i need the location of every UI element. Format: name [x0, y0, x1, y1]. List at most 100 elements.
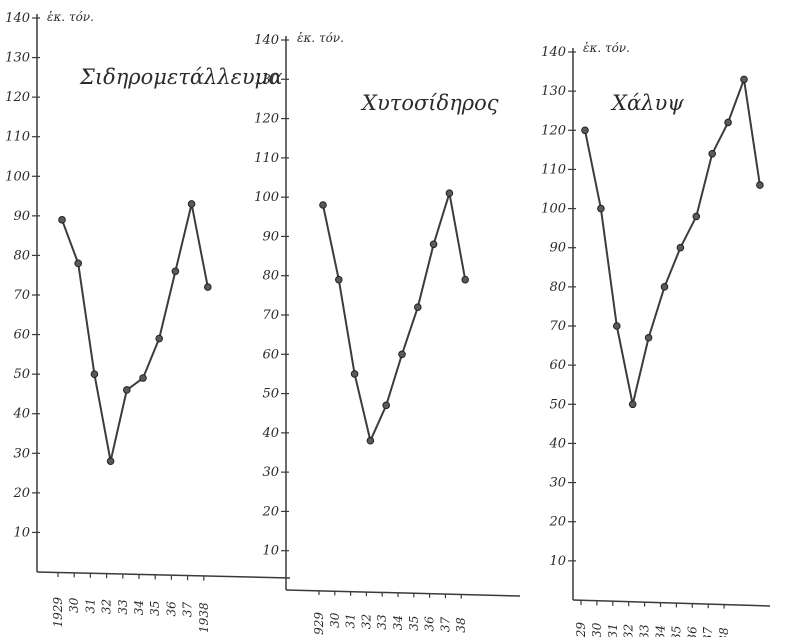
x-tick-label: 35: [407, 616, 421, 631]
data-point: [597, 204, 605, 213]
x-tick-label: 37: [438, 616, 452, 632]
y-tick-label: 110: [254, 151, 279, 166]
y-tick-label: 80: [13, 248, 30, 263]
series-line: [584, 78, 761, 406]
data-point: [123, 386, 131, 394]
y-tick-label: 100: [541, 202, 566, 217]
y-tick-label: 10: [262, 544, 279, 559]
data-point: [319, 201, 327, 209]
y-tick-label: 30: [262, 465, 279, 480]
y-tick-label: 110: [541, 162, 566, 177]
y-tick-label: 120: [541, 123, 566, 138]
x-tick-label: 32: [100, 599, 114, 614]
x-tick-label: 33: [116, 599, 130, 615]
y-tick-label: 100: [254, 190, 279, 205]
y-tick-label: 60: [549, 358, 566, 373]
data-point: [581, 126, 589, 135]
x-tick-label: 34: [132, 600, 146, 615]
data-point: [644, 333, 653, 342]
y-tick-label: 20: [548, 515, 566, 530]
y-tick-label: 100: [5, 169, 30, 184]
y-tick-label: 60: [262, 347, 279, 362]
x-tick-label: 35: [148, 601, 162, 616]
data-point: [613, 322, 621, 330]
chart-title: Χάλυψ: [610, 91, 684, 115]
x-tick-label: 1929: [51, 597, 65, 628]
y-tick-label: 70: [13, 288, 30, 303]
y-tick-label: 120: [254, 112, 279, 127]
data-point: [187, 200, 196, 208]
x-tick-label: 37: [701, 626, 715, 637]
data-point: [628, 400, 637, 409]
x-tick-label: 30: [67, 597, 81, 613]
y-tick-label: 130: [254, 72, 279, 87]
x-tick-label: 38: [454, 617, 468, 633]
unit-label: ἑκ. τόν.: [297, 31, 344, 45]
y-tick-label: 110: [5, 130, 30, 145]
x-tick-label: 929: [574, 622, 588, 637]
y-tick-label: 90: [262, 229, 279, 244]
x-tick-label: 32: [622, 624, 636, 637]
chart-title: Σιδηρομετάλλευμα: [79, 65, 283, 89]
data-point: [382, 401, 391, 410]
y-tick-label: 70: [549, 319, 566, 334]
y-tick-label: 40: [261, 426, 279, 441]
y-tick-label: 40: [12, 407, 30, 422]
chart-panel-3: 140 130 120 110 100 90 80 70 60 50 40 30 20 10 ἑκ. τόν…: [541, 41, 771, 637]
y-tick-label: 120: [5, 90, 30, 105]
y-tick-label: 140: [5, 11, 30, 26]
x-tick-label: 33: [375, 614, 389, 630]
y-tick-label: 10: [13, 525, 30, 540]
y-tick-label: 80: [549, 280, 566, 295]
y-tick-label: 90: [549, 241, 566, 256]
y-tick-label: 140: [541, 45, 566, 60]
y-tick-label: 40: [548, 436, 566, 451]
x-tick-label: 31: [83, 598, 97, 613]
x-tick-label: 36: [164, 601, 178, 617]
data-point: [724, 118, 732, 127]
x-axis-line: [36, 571, 291, 579]
x-tick-label: 34: [654, 625, 668, 637]
data-point: [756, 181, 764, 189]
data-point: [171, 267, 180, 276]
data-point: [708, 149, 717, 158]
data-point: [366, 436, 375, 445]
x-axis-line: [285, 589, 521, 597]
x-tick-label: 1938: [197, 602, 211, 633]
x-tick-label: 31: [606, 623, 620, 637]
y-tick-label: 130: [5, 51, 30, 66]
data-point: [350, 370, 359, 378]
x-tick-label: 36: [685, 626, 699, 637]
data-point: [139, 374, 147, 382]
y-tick-label: 50: [13, 367, 30, 382]
chart-panel-1: 140 130 120 110 100 90 80 70 60 50 40 30 20 10 ἑκ. τόν…: [5, 10, 291, 633]
chart-panel-2: 140 130 120 110 100 90 80 70 60 50 40 30 20 10 ἑκ. τόν…: [254, 31, 521, 637]
x-tick-label: 30: [328, 612, 342, 628]
y-tick-label: 20: [261, 504, 279, 519]
y-tick-label: 10: [549, 554, 566, 569]
x-tick-label: 1929: [312, 612, 326, 637]
data-point: [58, 216, 66, 224]
x-tick-label: 30: [590, 622, 604, 637]
y-tick-label: 30: [13, 446, 30, 461]
x-tick-label: 31: [344, 613, 358, 628]
data-point: [660, 283, 669, 291]
data-point: [692, 212, 701, 221]
data-point: [204, 283, 212, 291]
data-point: [445, 189, 454, 198]
data-point: [429, 240, 438, 249]
series-line: [322, 192, 467, 442]
data-point: [461, 275, 470, 284]
x-tick-label: 34: [391, 615, 405, 630]
data-point: [398, 350, 406, 359]
data-point: [155, 334, 163, 343]
data-point: [740, 75, 748, 84]
x-tick-label: 38: [717, 627, 731, 637]
data-point: [106, 457, 115, 466]
y-tick-label: 50: [549, 397, 566, 412]
y-tick-label: 80: [262, 269, 279, 284]
y-tick-label: 140: [254, 33, 279, 48]
series-line: [61, 202, 209, 463]
